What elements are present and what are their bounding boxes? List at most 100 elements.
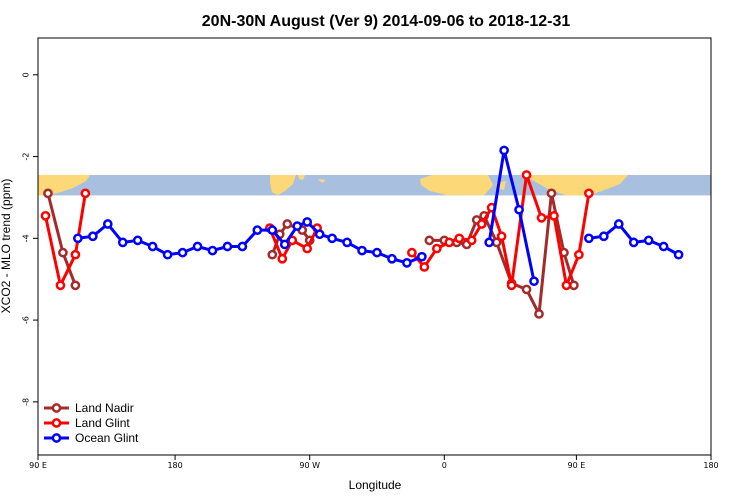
x-tick-label: 90 E bbox=[568, 461, 586, 470]
data-point bbox=[496, 231, 507, 242]
data-point bbox=[499, 145, 509, 156]
x-tick-label: 90 W bbox=[299, 461, 320, 470]
data-point bbox=[529, 276, 539, 287]
data-point bbox=[658, 241, 669, 252]
series-line bbox=[46, 192, 77, 286]
data-point bbox=[80, 188, 91, 199]
data-point bbox=[282, 219, 293, 229]
land-shape-3 bbox=[318, 178, 326, 183]
y-tick-label: -6 bbox=[22, 316, 31, 324]
series-line bbox=[410, 173, 591, 287]
data-point bbox=[546, 188, 557, 199]
series-land-glint bbox=[40, 170, 594, 291]
x-tick-label: 0 bbox=[442, 461, 447, 470]
land-shape-4 bbox=[420, 174, 493, 196]
data-point bbox=[466, 235, 477, 246]
legend-marker bbox=[51, 418, 62, 428]
data-point bbox=[177, 247, 188, 258]
data-point bbox=[87, 231, 98, 242]
data-point bbox=[279, 239, 290, 250]
data-point bbox=[357, 245, 367, 256]
x-axis: 90 E 180 90 W 0 90 E 180 bbox=[29, 455, 719, 470]
data-point bbox=[584, 233, 594, 244]
x-tick-label: 180 bbox=[167, 461, 182, 470]
data-point bbox=[117, 237, 128, 248]
data-point bbox=[314, 229, 325, 240]
data-point bbox=[43, 188, 53, 199]
legend-label: Land Glint bbox=[75, 416, 130, 430]
data-point bbox=[454, 233, 465, 244]
series-line bbox=[44, 193, 87, 287]
data-point bbox=[342, 237, 352, 248]
land-shape-2 bbox=[298, 174, 305, 180]
data-point bbox=[643, 235, 654, 246]
y-tick-label: -4 bbox=[22, 234, 31, 242]
data-point bbox=[536, 213, 547, 223]
data-point bbox=[673, 249, 684, 260]
data-point bbox=[444, 237, 455, 248]
x-tick-label: 90 E bbox=[29, 461, 47, 470]
data-point bbox=[549, 210, 559, 221]
data-point bbox=[302, 243, 313, 254]
x-axis-label: Longitude bbox=[349, 478, 402, 492]
y-axis: 0 -2 -4 -6 -8 bbox=[22, 72, 38, 406]
data-point bbox=[419, 262, 430, 272]
data-point bbox=[387, 253, 397, 264]
data-point bbox=[484, 237, 495, 248]
data-point bbox=[302, 217, 313, 227]
data-point bbox=[222, 241, 233, 252]
legend-label: Ocean Glint bbox=[75, 431, 139, 445]
data-point bbox=[598, 231, 609, 242]
data-point bbox=[292, 221, 303, 231]
series-ocean-glint bbox=[73, 145, 684, 287]
data-point bbox=[514, 204, 524, 215]
series-land-nadir bbox=[43, 188, 579, 319]
legend-marker bbox=[51, 403, 62, 413]
data-point bbox=[613, 219, 624, 229]
data-point bbox=[73, 233, 83, 244]
data-point bbox=[521, 170, 532, 180]
land-shape-6 bbox=[522, 174, 628, 196]
data-point bbox=[476, 219, 487, 229]
data-point bbox=[407, 247, 417, 258]
y-tick-label: -2 bbox=[22, 153, 31, 161]
data-point bbox=[267, 225, 278, 235]
data-point bbox=[574, 249, 584, 260]
data-point bbox=[506, 280, 517, 291]
data-point bbox=[584, 188, 594, 199]
data-point bbox=[534, 309, 544, 319]
data-point bbox=[424, 235, 435, 246]
data-point bbox=[267, 249, 278, 260]
data-point bbox=[147, 241, 158, 252]
data-point bbox=[372, 247, 382, 258]
legend-label: Land Nadir bbox=[75, 401, 134, 415]
land-band bbox=[38, 174, 711, 196]
data-point bbox=[417, 251, 427, 262]
data-point bbox=[70, 280, 81, 291]
y-tick-label: -8 bbox=[22, 398, 31, 406]
data-point bbox=[162, 249, 173, 260]
data-point bbox=[521, 284, 532, 295]
data-point bbox=[569, 280, 579, 291]
data-point bbox=[431, 243, 442, 254]
x-tick-label: 180 bbox=[703, 461, 718, 470]
series-layer bbox=[40, 145, 684, 319]
data-point bbox=[70, 249, 81, 260]
data-point bbox=[237, 241, 248, 252]
data-point bbox=[58, 247, 68, 258]
legend-marker bbox=[51, 433, 62, 443]
data-point bbox=[327, 233, 337, 244]
data-point bbox=[402, 258, 412, 268]
data-point bbox=[207, 245, 218, 256]
data-point bbox=[40, 210, 51, 221]
data-point bbox=[277, 253, 288, 264]
series-line bbox=[487, 148, 536, 282]
y-axis-label: XCO2 - MLO trend (ppm) bbox=[0, 179, 13, 314]
data-point bbox=[55, 280, 66, 291]
y-tick-label: 0 bbox=[22, 72, 31, 77]
data-point bbox=[132, 235, 143, 246]
data-point bbox=[561, 280, 572, 291]
land-shape-1 bbox=[270, 174, 296, 195]
